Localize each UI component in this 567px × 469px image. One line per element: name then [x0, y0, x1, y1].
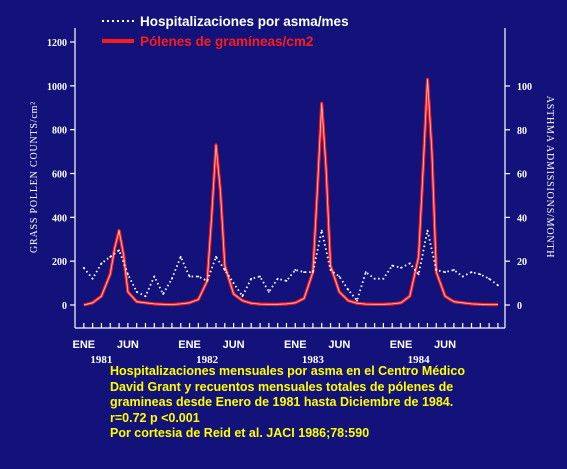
data-point-admissions-17	[232, 282, 235, 284]
data-point-admissions-47	[497, 284, 499, 287]
x-month-label-0: ENE	[72, 339, 95, 351]
data-point-admissions-37	[408, 262, 411, 265]
x-month-label-1: JUN	[117, 339, 139, 351]
series-layer	[82, 77, 499, 307]
caption-line-5: Por cortesia de Reid et al. JACI 1986;78…	[110, 426, 370, 440]
data-point-admissions-18	[241, 295, 244, 298]
y-left-tick-label-2: 400	[52, 213, 67, 224]
data-point-admissions-0	[82, 266, 85, 269]
y-right-tick-label-0: 0	[517, 301, 522, 312]
x-month-label-4: ENE	[284, 339, 307, 351]
data-point-admissions-11	[179, 255, 182, 258]
legend: Hospitalizaciones por asma/mes Pólenes d…	[102, 14, 349, 49]
y-left-tick-label-6: 1200	[47, 38, 67, 49]
y-left-tick-label-0: 0	[62, 301, 67, 312]
data-point-admissions-4	[118, 249, 120, 252]
data-point-admissions-30	[347, 288, 350, 291]
data-point-admissions-42	[452, 269, 455, 271]
data-point-admissions-40	[435, 269, 438, 271]
data-point-admissions-16	[223, 269, 226, 271]
data-point-admissions-39	[426, 229, 429, 232]
data-point-admissions-24	[294, 269, 297, 271]
x-month-label-7: JUN	[434, 339, 456, 351]
data-point-admissions-3	[109, 255, 112, 258]
data-point-admissions-34	[382, 277, 385, 280]
x-year-label-1983: 1983	[302, 354, 325, 366]
y-axis-right-title: ASTHMA ADMISSIONS/MONTH	[544, 96, 555, 259]
data-point-admissions-41	[444, 271, 446, 274]
y-axis-left-title: GRASS POLLEN COUNTS/cm²	[29, 101, 40, 253]
x-year-label-1981: 1981	[90, 354, 112, 366]
data-point-admissions-5	[126, 273, 129, 276]
data-point-admissions-45	[479, 273, 482, 276]
y-left-tick-label-5: 1000	[47, 82, 67, 93]
y-left-tick-label-3: 600	[52, 170, 67, 181]
data-point-admissions-7	[144, 295, 147, 298]
data-point-admissions-8	[153, 275, 156, 278]
caption-line-2: David Grant y recuentos mensuales totale…	[110, 379, 454, 394]
data-point-admissions-38	[417, 273, 420, 276]
data-point-admissions-26	[312, 271, 314, 274]
y-right-tick-label-1: 20	[517, 257, 527, 268]
data-point-admissions-19	[250, 277, 253, 280]
data-point-admissions-35	[391, 264, 394, 267]
data-point-admissions-22	[276, 277, 279, 280]
data-point-admissions-9	[162, 293, 165, 295]
caption: Hospitalizaciones mensuales por asma en …	[110, 364, 550, 442]
data-point-admissions-14	[206, 280, 209, 282]
x-year-label-1984: 1984	[408, 354, 431, 366]
series-line-admissions	[83, 229, 499, 302]
data-point-admissions-25	[303, 271, 305, 274]
data-point-admissions-15	[215, 255, 217, 258]
data-point-admissions-21	[267, 290, 270, 293]
x-month-label-6: ENE	[390, 339, 413, 351]
x-month-label-5: JUN	[328, 339, 350, 351]
data-point-admissions-43	[461, 275, 464, 278]
legend-label-pollen: Pólenes de gramíneas/cm2	[140, 34, 313, 49]
y-right-tick-label-3: 60	[517, 170, 527, 181]
series-highlight-pollen	[83, 78, 498, 306]
data-point-admissions-23	[285, 280, 288, 282]
data-point-admissions-32	[364, 271, 367, 274]
legend-label-admissions: Hospitalizaciones por asma/mes	[140, 14, 349, 29]
y-right-tick-label-2: 40	[517, 213, 527, 224]
data-point-admissions-6	[135, 290, 138, 293]
data-point-admissions-44	[470, 271, 473, 274]
y-right-tick-label-4: 80	[517, 126, 527, 137]
data-point-admissions-36	[400, 266, 402, 269]
data-point-admissions-12	[188, 275, 191, 278]
data-point-admissions-10	[171, 277, 173, 280]
data-point-admissions-2	[100, 262, 103, 265]
y-left-tick-label-1: 200	[52, 257, 67, 268]
y-left-tick-label-4: 800	[52, 126, 67, 137]
data-point-admissions-29	[338, 275, 341, 278]
axes: 0 200 400 600 800 1000 1200 0 20 40 60 80 100 ENE JUN E…	[47, 28, 532, 366]
data-point-admissions-20	[259, 275, 261, 278]
caption-line-1: Hospitalizaciones mensuales por asma en …	[110, 364, 465, 378]
x-year-label-1982: 1982	[196, 354, 219, 366]
x-month-label-3: JUN	[223, 339, 245, 351]
caption-line-3: gramineas desde Enero de 1981 hasta Dici…	[110, 395, 454, 409]
data-point-admissions-1	[91, 277, 94, 280]
y-right-tick-label-5: 100	[517, 82, 532, 93]
caption-line-4: r=0.72 p <0.001	[110, 410, 200, 425]
x-month-label-2: ENE	[178, 339, 201, 351]
data-point-admissions-46	[488, 277, 491, 280]
data-point-admissions-27	[320, 229, 323, 232]
data-point-admissions-31	[356, 299, 358, 302]
data-point-admissions-28	[329, 269, 332, 271]
data-point-admissions-33	[373, 277, 376, 280]
data-point-admissions-13	[197, 275, 200, 278]
